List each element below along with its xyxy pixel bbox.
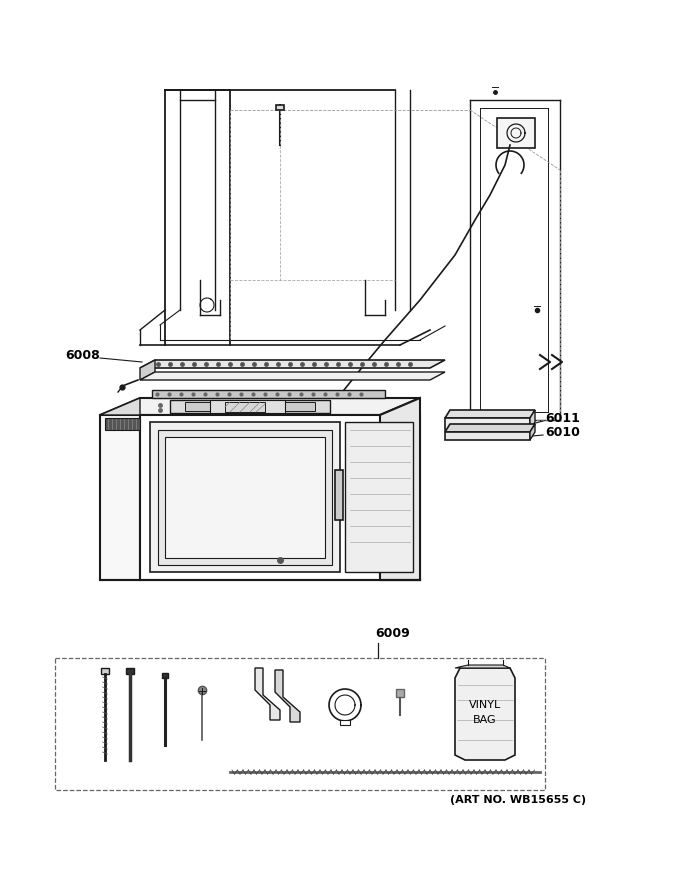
Polygon shape (100, 398, 140, 415)
Polygon shape (105, 418, 140, 430)
Text: (ART NO. WB15655 C): (ART NO. WB15655 C) (450, 795, 586, 805)
Polygon shape (126, 668, 134, 674)
Polygon shape (152, 390, 385, 398)
Polygon shape (276, 105, 284, 110)
Polygon shape (255, 668, 280, 720)
Polygon shape (140, 360, 155, 380)
Polygon shape (225, 402, 265, 412)
Polygon shape (455, 668, 515, 760)
Polygon shape (185, 402, 315, 411)
Text: 6009: 6009 (375, 627, 410, 640)
Polygon shape (101, 668, 109, 674)
Polygon shape (100, 398, 420, 415)
Polygon shape (455, 665, 510, 668)
Polygon shape (445, 424, 535, 432)
Polygon shape (170, 400, 330, 413)
Polygon shape (345, 422, 413, 572)
Polygon shape (380, 398, 420, 580)
Polygon shape (275, 670, 300, 722)
Polygon shape (100, 415, 140, 580)
Polygon shape (530, 410, 535, 430)
Polygon shape (530, 424, 535, 440)
Text: BAG: BAG (473, 715, 497, 725)
Polygon shape (340, 720, 350, 725)
Polygon shape (445, 432, 530, 440)
Polygon shape (140, 415, 420, 580)
Polygon shape (140, 372, 445, 380)
Polygon shape (210, 400, 285, 413)
Polygon shape (497, 118, 535, 148)
Polygon shape (140, 360, 445, 368)
Polygon shape (335, 470, 343, 520)
Text: 6008: 6008 (65, 348, 100, 362)
Text: VINYL: VINYL (469, 700, 501, 710)
Polygon shape (165, 437, 325, 558)
Polygon shape (445, 410, 535, 418)
Polygon shape (150, 422, 340, 572)
Polygon shape (162, 673, 168, 678)
Text: 6011: 6011 (545, 412, 580, 424)
Text: 6010: 6010 (545, 426, 580, 438)
Polygon shape (158, 430, 332, 565)
Polygon shape (445, 418, 530, 430)
